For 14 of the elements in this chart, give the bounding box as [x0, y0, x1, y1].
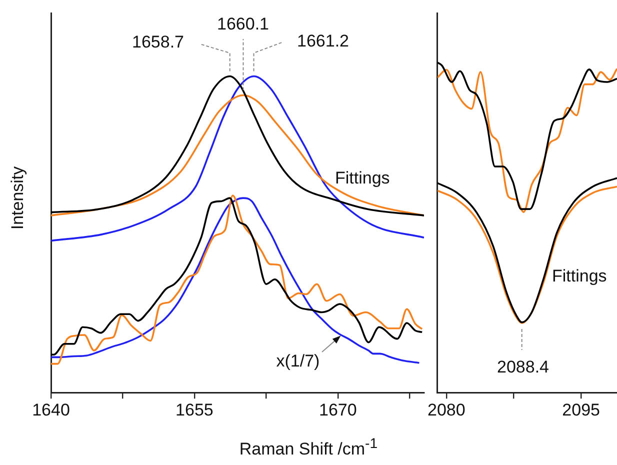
x-axis-title: Raman Shift /cm$^{-1}$	[238, 436, 379, 460]
annotation: Fittings	[335, 168, 390, 188]
x-tick-label: 1655	[176, 400, 214, 420]
x-tick-label: 2080	[427, 400, 466, 420]
annotation: 1658.7	[132, 32, 184, 52]
x-tick-label: 1670	[319, 400, 357, 420]
annotation: Fittings	[552, 266, 607, 286]
x-tick-label: 1640	[32, 400, 70, 420]
annotation: x(1/7)	[276, 352, 320, 371]
annotation: 1660.1	[217, 14, 269, 34]
annotation: 1661.2	[297, 32, 349, 51]
x-tick-label: 2095	[562, 400, 600, 420]
annotation: 2088.4	[497, 358, 549, 377]
y-axis-title: Intensity	[8, 165, 28, 232]
